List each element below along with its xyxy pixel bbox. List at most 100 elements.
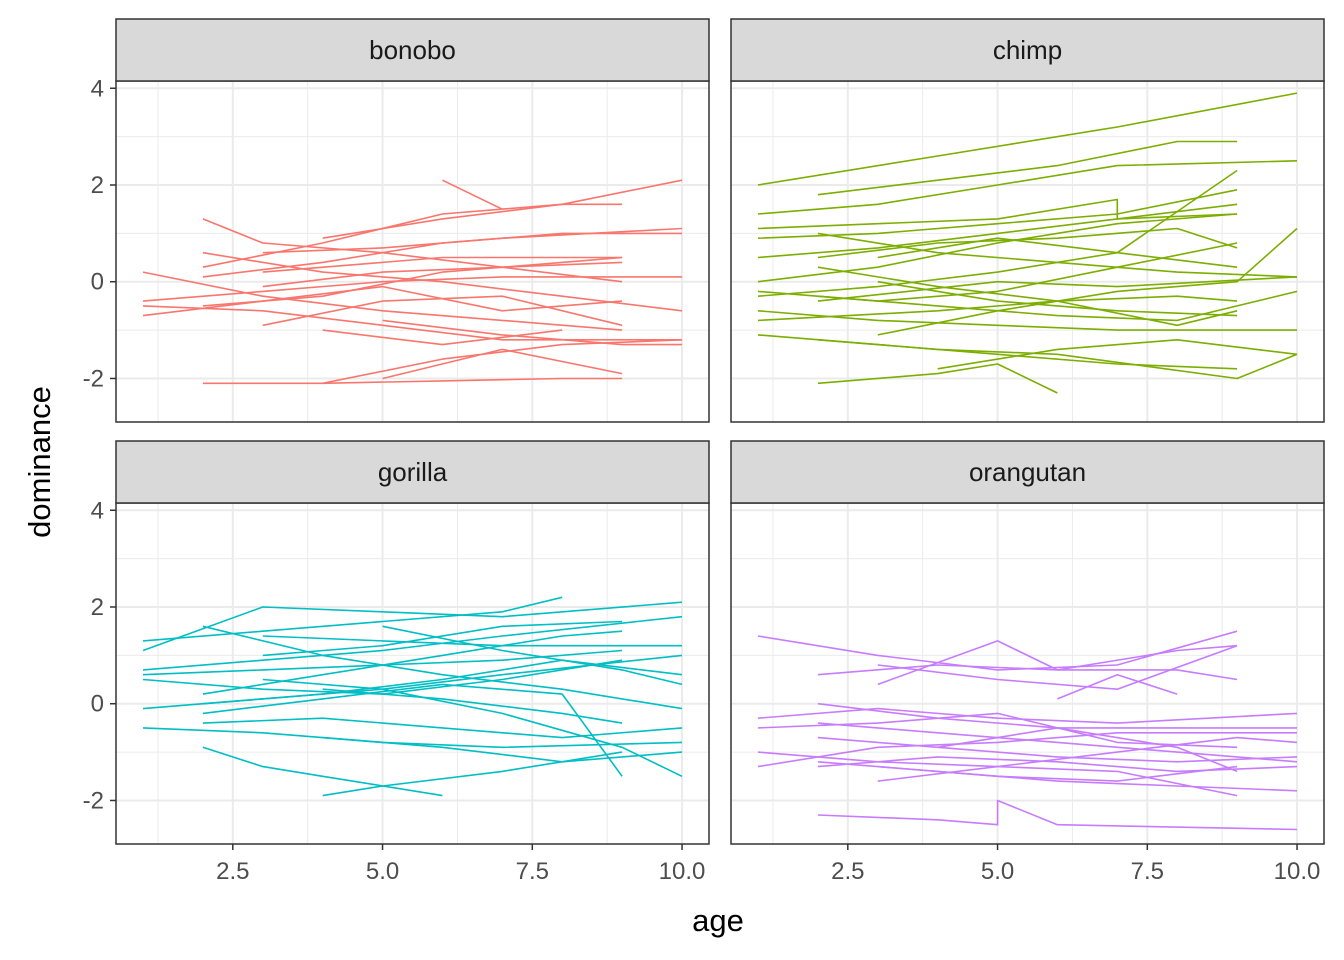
- y-tick-label: 4: [91, 75, 104, 102]
- series-line-bonobo-6: [202, 203, 623, 268]
- series-line-orangutan-16: [817, 756, 1298, 773]
- series-line-bonobo-1: [142, 271, 623, 331]
- series-line-gorilla-17: [202, 717, 683, 739]
- panel-background: [731, 503, 1324, 844]
- series-line-chimp-4: [757, 203, 1238, 259]
- series-line-orangutan-8: [757, 732, 1297, 768]
- series-line-bonobo-11: [262, 266, 623, 288]
- x-tick-label: 7.5: [516, 858, 549, 885]
- series-line-orangutan-14: [877, 765, 1238, 782]
- series-line-gorilla-9: [202, 625, 683, 710]
- y-tick-label: 0: [91, 691, 104, 718]
- x-tick-label: 2.5: [216, 858, 249, 885]
- series-line-chimp-15: [757, 242, 1238, 302]
- series-line-bonobo-17: [202, 251, 683, 312]
- series-line-orangutan-13: [1057, 673, 1178, 700]
- x-tick-label: 10.0: [1274, 858, 1321, 885]
- panel-background: [116, 503, 709, 844]
- series-line-chimp-21: [757, 295, 1238, 322]
- series-line-bonobo-18: [142, 285, 623, 317]
- facet-strip: [115, 440, 710, 504]
- series-line-chimp-10: [817, 290, 1298, 322]
- panels: bonobo -2 0 2 4 chimp gorilla -2 0 2 4 2.5 5.0 7.5 10.…: [83, 18, 1325, 885]
- series-line-chimp-12: [877, 227, 1298, 336]
- series-line-gorilla-3: [142, 615, 683, 671]
- series-line-orangutan-18: [877, 644, 1238, 690]
- series-line-chimp-6: [757, 169, 1238, 297]
- series-line-orangutan-12: [817, 736, 1298, 763]
- series-line-bonobo-20: [262, 256, 623, 273]
- gridlines: [731, 503, 1324, 844]
- series-line-orangutan-15: [937, 727, 1238, 773]
- series-line-chimp-18: [757, 198, 1238, 230]
- facet-strip-label: gorilla: [378, 457, 448, 487]
- series-line-bonobo-19: [322, 329, 563, 346]
- series-line-chimp-9: [817, 363, 1058, 394]
- x-tick-label: 5.0: [366, 858, 399, 885]
- facet-strip: [730, 18, 1325, 82]
- y-tick-label: 2: [91, 594, 104, 621]
- series-line-gorilla-14: [322, 736, 683, 763]
- series-group: [142, 596, 683, 797]
- x-tick-label: 10.0: [659, 858, 706, 885]
- series-line-chimp-1: [757, 92, 1298, 186]
- series-group: [757, 92, 1298, 394]
- series-line-orangutan-4: [757, 707, 1298, 724]
- facet-bonobo: bonobo -2 0 2 4: [83, 18, 710, 423]
- series-group: [757, 630, 1298, 831]
- series-line-chimp-5: [757, 213, 1238, 283]
- series-line-chimp-13: [757, 189, 1238, 239]
- y-tick-label: -2: [83, 365, 104, 392]
- series-line-bonobo-12: [322, 179, 683, 239]
- x-tick-label: 2.5: [831, 858, 864, 885]
- series-line-bonobo-10: [202, 232, 682, 278]
- facet-strip-label: bonobo: [369, 35, 456, 65]
- series-line-orangutan-7: [817, 799, 1298, 831]
- series-line-bonobo-14: [442, 179, 503, 210]
- series-line-bonobo-4: [202, 377, 623, 385]
- series-line-chimp-17: [817, 339, 1298, 380]
- series-line-chimp-2: [817, 140, 1238, 196]
- series-line-bonobo-13: [382, 319, 682, 346]
- series-line-chimp-11: [817, 232, 1298, 278]
- facet-chimp: chimp: [730, 18, 1325, 423]
- facet-strip: [730, 440, 1325, 504]
- x-tick-label: 7.5: [1131, 858, 1164, 885]
- series-group: [142, 179, 683, 385]
- series-line-orangutan-5: [817, 722, 1298, 763]
- series-line-bonobo-15: [382, 348, 623, 380]
- series-line-chimp-20: [817, 227, 1238, 259]
- series-line-gorilla-11: [202, 683, 623, 777]
- series-line-orangutan-17: [757, 712, 1238, 749]
- series-line-gorilla-2: [142, 601, 683, 652]
- facet-strip-label: chimp: [993, 35, 1062, 65]
- gridlines: [116, 81, 709, 422]
- series-line-chimp-23: [817, 276, 1298, 302]
- series-line-chimp-22: [877, 237, 1238, 268]
- panel-background: [731, 81, 1324, 422]
- y-tick-label: -2: [83, 787, 104, 814]
- series-line-gorilla-12: [262, 678, 683, 778]
- series-line-chimp-19: [877, 280, 1238, 317]
- series-line-orangutan-10: [877, 736, 1298, 782]
- series-line-bonobo-5: [322, 339, 683, 385]
- series-line-orangutan-3: [877, 640, 1238, 686]
- series-line-gorilla-20: [382, 625, 683, 686]
- y-axis-title: dominance: [22, 386, 57, 538]
- facet-strip-label: orangutan: [969, 457, 1086, 487]
- series-line-chimp-3: [757, 160, 1298, 215]
- series-line-chimp-16: [937, 339, 1298, 370]
- facet-strip: [115, 18, 710, 82]
- series-line-chimp-7: [757, 310, 1297, 331]
- series-line-gorilla-19: [322, 688, 623, 724]
- x-tick-label: 5.0: [981, 858, 1014, 885]
- y-tick-label: 2: [91, 172, 104, 199]
- series-line-gorilla-18: [262, 635, 682, 647]
- y-tick-label: 0: [91, 269, 104, 296]
- series-line-gorilla-15: [202, 659, 683, 705]
- x-axis-title: age: [692, 903, 744, 938]
- facet-gorilla: gorilla -2 0 2 4 2.5 5.0 7.5 10.0: [83, 440, 710, 885]
- y-tick-label: 4: [91, 497, 104, 524]
- facet-orangutan: orangutan 2.5 5.0 7.5 10.0: [730, 440, 1325, 885]
